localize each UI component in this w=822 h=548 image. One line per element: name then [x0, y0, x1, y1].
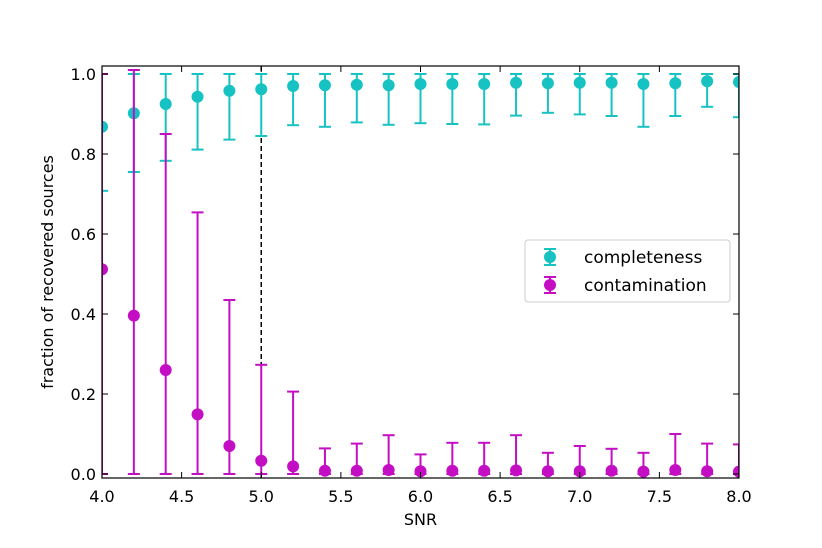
- contamination-point: [350, 464, 363, 477]
- completeness-point: [350, 78, 363, 91]
- y-tick-label: 1.0: [71, 65, 96, 84]
- completeness-point: [287, 80, 300, 92]
- x-tick-label: 7.0: [567, 487, 592, 506]
- completeness-point: [102, 120, 108, 133]
- series-layer: [102, 69, 739, 478]
- completeness-point: [223, 84, 236, 97]
- x-tick-label: 6.5: [487, 487, 512, 506]
- x-tick-label: 5.0: [249, 487, 274, 506]
- completeness-point: [733, 76, 739, 88]
- contamination-point: [102, 263, 108, 276]
- completeness-point: [446, 78, 459, 90]
- completeness-point: [510, 76, 523, 89]
- contamination-point: [605, 464, 618, 477]
- y-tick-label: 0.4: [71, 305, 96, 324]
- completeness-point: [318, 79, 331, 92]
- legend: completeness contamination: [524, 239, 731, 303]
- legend-completeness-label: completeness: [584, 248, 702, 268]
- series-contamination: [102, 69, 739, 478]
- contamination-point: [733, 465, 739, 478]
- legend-contamination-label: contamination: [584, 276, 707, 296]
- legend-entry-completeness: completeness: [544, 248, 702, 268]
- series-completeness: [102, 73, 739, 192]
- contamination-point: [159, 364, 172, 376]
- contamination-point: [414, 465, 427, 478]
- x-tick-label: 4.0: [89, 487, 114, 506]
- completeness-point: [159, 98, 172, 110]
- completeness-point: [191, 90, 204, 103]
- legend-completeness-marker: [544, 251, 556, 263]
- completeness-point: [478, 78, 491, 90]
- contamination-point: [478, 464, 491, 477]
- completeness-point: [637, 78, 650, 90]
- completeness-point: [541, 77, 554, 90]
- x-axis-label: SNR: [404, 510, 437, 529]
- completeness-point: [669, 77, 682, 90]
- x-tick-label: 6.0: [408, 487, 433, 506]
- contamination-point: [382, 464, 395, 476]
- contamination-point: [255, 454, 268, 467]
- completeness-point: [382, 79, 395, 92]
- contamination-point: [701, 465, 714, 478]
- contamination-point: [191, 408, 204, 421]
- contamination-point: [223, 440, 236, 452]
- x-tick-label: 8.0: [726, 487, 751, 506]
- y-tick-label: 0.8: [71, 145, 96, 164]
- legend-box: [524, 239, 731, 303]
- contamination-point: [510, 464, 523, 477]
- y-tick-label: 0.2: [71, 385, 96, 404]
- y-axis-label: fraction of recovered sources: [38, 155, 57, 389]
- contamination-point: [541, 465, 554, 478]
- completeness-point: [414, 78, 427, 90]
- contamination-point: [573, 465, 586, 478]
- x-tick-label: 7.5: [647, 487, 672, 506]
- completeness-point: [255, 83, 268, 96]
- completeness-point: [573, 76, 586, 89]
- contamination-point: [318, 464, 331, 477]
- contamination-point: [446, 464, 459, 477]
- x-tick-label: 5.5: [328, 487, 353, 506]
- y-tick-label: 0.6: [71, 225, 96, 244]
- completeness-point: [701, 75, 714, 88]
- contamination-point: [127, 309, 140, 322]
- contamination-point: [669, 464, 682, 476]
- contamination-point: [637, 465, 650, 478]
- legend-contamination-marker: [544, 279, 556, 291]
- y-tick-label: 0.0: [71, 465, 96, 484]
- completeness-point: [605, 76, 618, 89]
- x-tick-label: 4.5: [169, 487, 194, 506]
- contamination-point: [287, 460, 300, 473]
- legend-entry-contamination: contamination: [544, 276, 707, 296]
- ticks-layer: 4.0 4.5 5.0 5.5 6.0 6.5 7.0 7.5 8.0 0.0 0.2 0.4 0.6 0…: [71, 65, 752, 506]
